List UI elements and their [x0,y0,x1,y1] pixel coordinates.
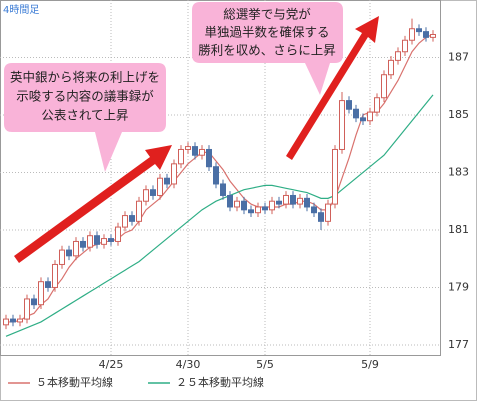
candle-body [136,200,142,222]
candle-body [283,194,289,205]
annotation-text: 公表されて上昇 [41,108,128,123]
y-tick-label: 177 [448,338,469,351]
callout [4,63,166,172]
callout [192,2,343,95]
candle-body [262,206,268,211]
candle-body [24,298,30,320]
candle-body [220,183,226,196]
candle-body [234,200,240,208]
candle-body [276,200,282,205]
arrow [14,145,172,263]
candle-body [45,281,51,288]
candle-body [17,318,23,323]
candle-body [178,148,184,165]
candle-body [402,39,408,53]
legend-label: ５本移動平均線 [36,375,113,389]
arrow [286,16,379,160]
candle-body [248,209,254,214]
candle-body [157,177,163,196]
candle-body [346,100,352,110]
candle-body [101,238,107,245]
candle-body [129,215,135,222]
candle-body [10,318,16,323]
candle-body [52,263,58,288]
legend-label: ２５本移動平均線 [176,375,264,389]
x-tick-label: 5/9 [361,358,379,371]
y-tick-label: 179 [448,280,469,293]
candle-body [3,318,9,326]
candle-body [297,197,303,205]
candle-body [199,148,205,156]
x-tick-label: 4/30 [176,358,201,371]
candle-body [360,117,366,122]
annotation-text: 単独過半数を確保する [204,25,329,40]
candle-body [290,194,296,205]
candle-body [409,28,415,41]
y-tick-label: 187 [448,50,469,63]
candle-body [325,203,331,222]
candle-body [87,235,93,248]
chart-title: 4時間足 [3,4,39,16]
candle-body [388,59,394,76]
annotation-text: 示唆する内容の議事録が [16,89,154,104]
marks [3,18,436,337]
candle-body [122,215,128,228]
candle-body [367,111,373,122]
x-tick-label: 4/25 [99,358,124,371]
candle-body [255,206,261,214]
annotation-text: 勝利を収め、さらに上昇 [198,43,336,58]
candle-body [304,197,310,208]
moving-average-line [5,94,434,337]
candle-body [59,249,65,265]
legend: ５本移動平均線 ２５本移動平均線 [8,375,264,389]
candle-body [381,74,387,99]
y-tick-label: 185 [448,108,469,121]
candle-body [311,206,317,214]
candle-body [115,226,121,242]
candle-body [269,200,275,211]
candle-body [332,148,338,205]
candle-body [143,189,149,202]
grid [0,0,440,355]
annotation-text: 英中銀から将来の利上げを [10,70,160,85]
candle-body [164,177,170,185]
candle-body [150,189,156,196]
candle-body [423,31,429,38]
candle-body [66,249,72,257]
y-tick-label: 183 [448,165,469,178]
candle-body [31,298,37,306]
candle-body [318,212,324,222]
candle-body [241,200,247,211]
candle-body [94,235,100,245]
annotation-text: 総選挙で与党が [223,7,311,22]
candle-body [171,163,177,185]
candle-body [73,240,79,257]
y-tick-label: 181 [448,223,469,236]
candle-body [38,281,44,306]
candle-body [227,194,233,208]
candle-body [430,33,436,38]
candle-body [206,148,212,168]
candle-body [374,97,380,113]
candle-body [213,166,219,185]
candle-body [80,240,86,248]
candle-body [339,100,345,150]
candle-body [108,238,114,242]
x-tick-label: 5/5 [256,358,274,371]
candle-body [395,51,401,61]
candle-body [416,28,422,33]
candle-body [353,108,359,119]
candle-body [185,146,191,150]
candle-body [192,146,198,156]
